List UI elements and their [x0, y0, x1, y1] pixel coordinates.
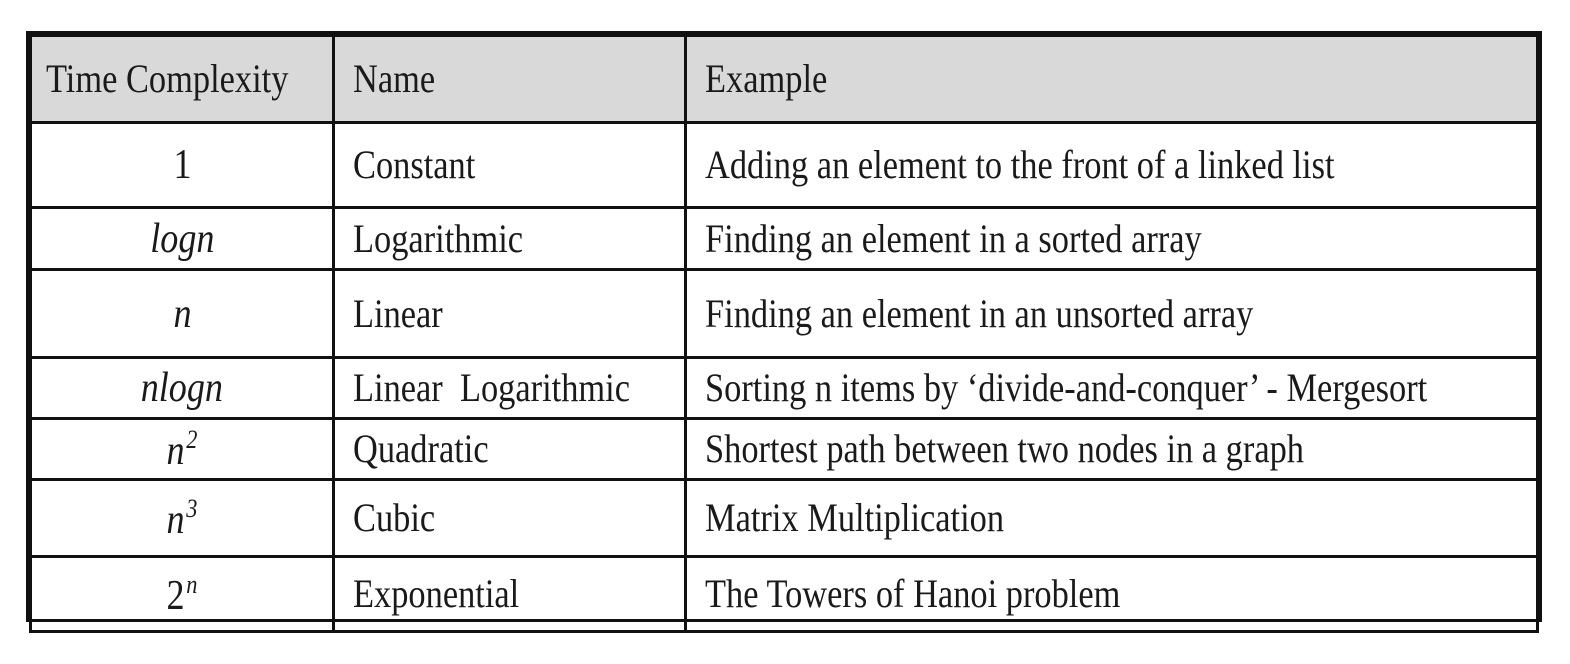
- name-cell: Logarithmic: [332, 206, 687, 271]
- complexity-table-container: Time Complexity Name Example 1 Constant …: [26, 31, 1542, 633]
- example-cell: Adding an element to the front of a link…: [684, 121, 1539, 209]
- example-value: Finding an element in a sorted array: [705, 215, 1202, 261]
- header-time-complexity-label: Time Complexity: [46, 56, 289, 101]
- example-value: Sorting n items by ‘divide-and-conquer’ …: [705, 365, 1428, 410]
- header-time-complexity: Time Complexity: [29, 34, 335, 124]
- name-value: Linear Logarithmic: [353, 365, 631, 410]
- complexity-cell: n2: [29, 417, 335, 481]
- name-value: Constant: [353, 142, 476, 187]
- table-row: n2 Quadratic Shortest path between two n…: [29, 417, 1539, 481]
- example-cell: Matrix Multiplication: [684, 478, 1539, 558]
- table-row: n3 Cubic Matrix Multiplication: [29, 478, 1539, 558]
- table-row: n Linear Finding an element in an unsort…: [29, 268, 1539, 359]
- name-value: Cubic: [353, 495, 436, 540]
- table-row: 1 Constant Adding an element to the fron…: [29, 121, 1539, 209]
- complexity-cell: 2n: [29, 555, 335, 633]
- example-value: Matrix Multiplication: [705, 495, 1005, 540]
- complexity-cell: logn: [29, 206, 335, 271]
- header-name-label: Name: [353, 56, 436, 101]
- complexity-value: logn: [149, 215, 215, 262]
- complexity-base: 2: [166, 572, 185, 619]
- header-name: Name: [332, 34, 687, 124]
- complexity-value: n: [172, 290, 192, 337]
- example-value: The Towers of Hanoi problem: [705, 571, 1121, 616]
- header-example-label: Example: [705, 56, 828, 101]
- name-cell: Exponential: [332, 555, 687, 633]
- complexity-cell: nlogn: [29, 356, 335, 420]
- table-row: 2n Exponential The Towers of Hanoi probl…: [29, 555, 1539, 633]
- name-value: Logarithmic: [353, 215, 524, 261]
- example-value: Adding an element to the front of a link…: [705, 142, 1335, 187]
- complexity-value: nlogn: [140, 365, 224, 411]
- name-cell: Constant: [332, 121, 687, 209]
- name-cell: Cubic: [332, 478, 687, 558]
- complexity-value: 1: [172, 142, 192, 188]
- table-row: nlogn Linear Logarithmic Sorting n items…: [29, 356, 1539, 420]
- example-cell: Finding an element in a sorted array: [684, 206, 1539, 271]
- complexity-cell: n3: [29, 478, 335, 558]
- complexity-base: n: [166, 496, 185, 543]
- table-header-row: Time Complexity Name Example: [29, 34, 1539, 124]
- name-cell: Linear: [332, 268, 687, 359]
- complexity-cell: 1: [29, 121, 335, 209]
- example-value: Shortest path between two nodes in a gra…: [705, 426, 1305, 471]
- example-cell: The Towers of Hanoi problem: [684, 555, 1539, 633]
- header-example: Example: [684, 34, 1539, 124]
- complexity-exponent: n: [186, 569, 198, 599]
- name-value: Quadratic: [353, 426, 489, 471]
- complexity-exponent: 3: [186, 493, 198, 523]
- name-cell: Linear Logarithmic: [332, 356, 687, 420]
- complexity-table: Time Complexity Name Example 1 Constant …: [29, 34, 1539, 633]
- example-cell: Shortest path between two nodes in a gra…: [684, 417, 1539, 481]
- example-cell: Finding an element in an unsorted array: [684, 268, 1539, 359]
- example-cell: Sorting n items by ‘divide-and-conquer’ …: [684, 356, 1539, 420]
- name-value: Exponential: [353, 571, 520, 616]
- complexity-exponent: 2: [186, 424, 198, 454]
- table-row: logn Logarithmic Finding an element in a…: [29, 206, 1539, 271]
- complexity-base: n: [166, 427, 185, 474]
- example-value: Finding an element in an unsorted array: [705, 290, 1254, 336]
- name-value: Linear: [353, 290, 443, 336]
- complexity-cell: n: [29, 268, 335, 359]
- name-cell: Quadratic: [332, 417, 687, 481]
